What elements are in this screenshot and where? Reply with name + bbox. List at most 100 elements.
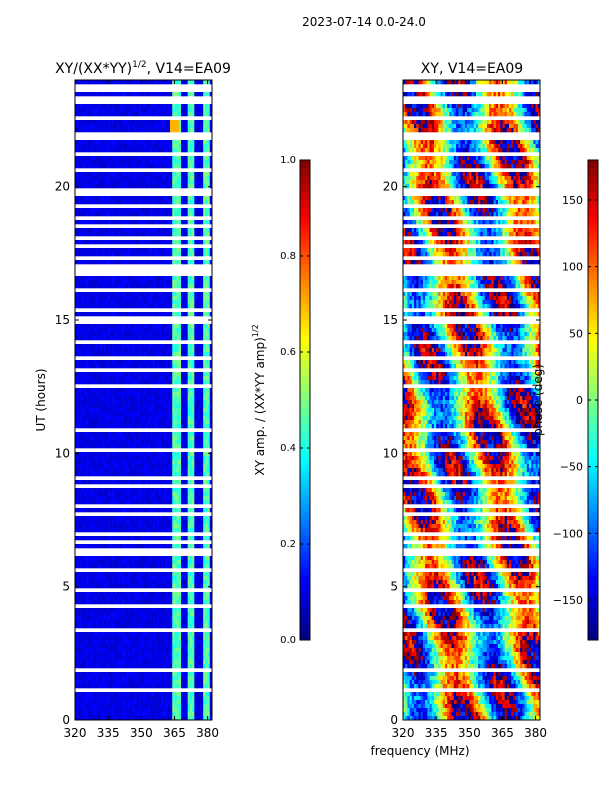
heatmap-cell — [125, 488, 129, 493]
heatmap-cell — [200, 228, 204, 233]
heatmap-cell — [150, 444, 153, 449]
heatmap-cell — [116, 252, 120, 257]
heatmap-cell — [103, 252, 107, 257]
heatmap-cell — [143, 140, 147, 145]
heatmap-cell — [167, 344, 171, 349]
heatmap-cell — [209, 528, 212, 533]
heatmap-cell — [119, 536, 122, 541]
heatmap-cell — [86, 492, 89, 497]
heatmap-cell — [183, 248, 186, 253]
heatmap-cell — [128, 380, 131, 385]
heatmap-cell — [136, 228, 140, 233]
heatmap-cell — [196, 364, 200, 369]
heatmap-cell — [192, 156, 195, 161]
heatmap-cell — [196, 352, 200, 357]
heatmap-cell — [134, 500, 138, 505]
heatmap-cell — [108, 312, 111, 317]
heatmap-cell — [187, 124, 191, 129]
heatmap-cell — [77, 424, 80, 429]
heatmap-cell — [79, 360, 82, 365]
heatmap-cell — [141, 332, 144, 337]
heatmap-cell — [83, 348, 87, 353]
heatmap-cell — [92, 328, 96, 333]
heatmap-cell — [86, 180, 89, 185]
heatmap-cell — [145, 324, 149, 329]
heatmap-cell — [88, 180, 91, 185]
heatmap-cell — [101, 148, 105, 153]
heatmap-cell — [170, 80, 173, 85]
heatmap-cell — [185, 536, 188, 541]
heatmap-cell — [110, 376, 113, 381]
heatmap-cell — [79, 260, 82, 265]
heatmap-cell — [189, 456, 193, 461]
heatmap-cell — [187, 208, 191, 213]
heatmap-cell — [156, 456, 160, 461]
heatmap-cell — [154, 440, 158, 445]
heatmap-cell — [99, 480, 102, 485]
heatmap-cell — [88, 508, 91, 513]
heatmap-cell — [207, 92, 211, 97]
heatmap-cell — [125, 200, 129, 205]
heatmap-cell — [97, 544, 100, 549]
heatmap-cell — [128, 240, 131, 245]
heatmap-cell — [112, 156, 116, 161]
heatmap-cell — [161, 156, 164, 161]
heatmap-cell — [139, 92, 142, 97]
heatmap-cell — [183, 500, 186, 505]
heatmap-cell — [209, 380, 212, 385]
heatmap-cell — [103, 528, 107, 533]
heatmap-cell — [185, 500, 188, 505]
heatmap-cell — [132, 212, 135, 217]
heatmap-cell — [147, 500, 151, 505]
heatmap-cell — [150, 260, 153, 265]
heatmap-cell — [161, 324, 164, 329]
heatmap-cell — [77, 432, 80, 437]
heatmap-cell — [154, 456, 158, 461]
heatmap-cell — [207, 416, 211, 421]
heatmap-cell — [174, 496, 177, 501]
heatmap-cell — [92, 480, 96, 485]
heatmap-cell — [150, 520, 153, 525]
heatmap-cell — [198, 496, 202, 501]
heatmap-cell — [150, 128, 153, 133]
heatmap-cell — [167, 376, 171, 381]
heatmap-cell — [130, 420, 133, 425]
heatmap-cell — [192, 440, 195, 445]
heatmap-cell — [121, 472, 124, 477]
heatmap-cell — [75, 408, 78, 413]
heatmap-cell — [170, 92, 173, 97]
heatmap-cell — [128, 172, 131, 177]
heatmap-cell — [209, 196, 212, 201]
heatmap-cell — [158, 452, 162, 457]
heatmap-cell — [163, 412, 166, 417]
heatmap-cell — [114, 352, 118, 357]
heatmap-cell — [75, 240, 78, 245]
heatmap-cell — [200, 372, 204, 377]
heatmap-cell — [203, 444, 206, 449]
heatmap-cell — [123, 208, 127, 213]
heatmap-cell — [92, 380, 96, 385]
heatmap-cell — [200, 248, 204, 253]
heatmap-cell — [119, 212, 122, 217]
heatmap-cell — [198, 380, 202, 385]
heatmap-cell — [185, 480, 188, 485]
heatmap-cell — [141, 412, 144, 417]
heatmap-cell — [189, 480, 193, 485]
heatmap-cell — [86, 208, 89, 213]
heatmap-cell — [125, 120, 129, 125]
heatmap-cell — [167, 440, 171, 445]
heatmap-cell — [114, 488, 118, 493]
heatmap-cell — [123, 396, 127, 401]
heatmap-cell — [183, 380, 186, 385]
heatmap-cell — [105, 184, 109, 189]
heatmap-cell — [108, 500, 111, 505]
heatmap-cell — [200, 464, 204, 469]
heatmap-cell — [181, 276, 184, 281]
heatmap-cell — [172, 488, 175, 493]
heatmap-cell — [75, 400, 78, 405]
heatmap-cell — [165, 228, 169, 233]
heatmap-cell — [192, 120, 195, 125]
heatmap-cell — [172, 228, 175, 233]
heatmap-cell — [207, 200, 211, 205]
heatmap-cell — [116, 408, 120, 413]
